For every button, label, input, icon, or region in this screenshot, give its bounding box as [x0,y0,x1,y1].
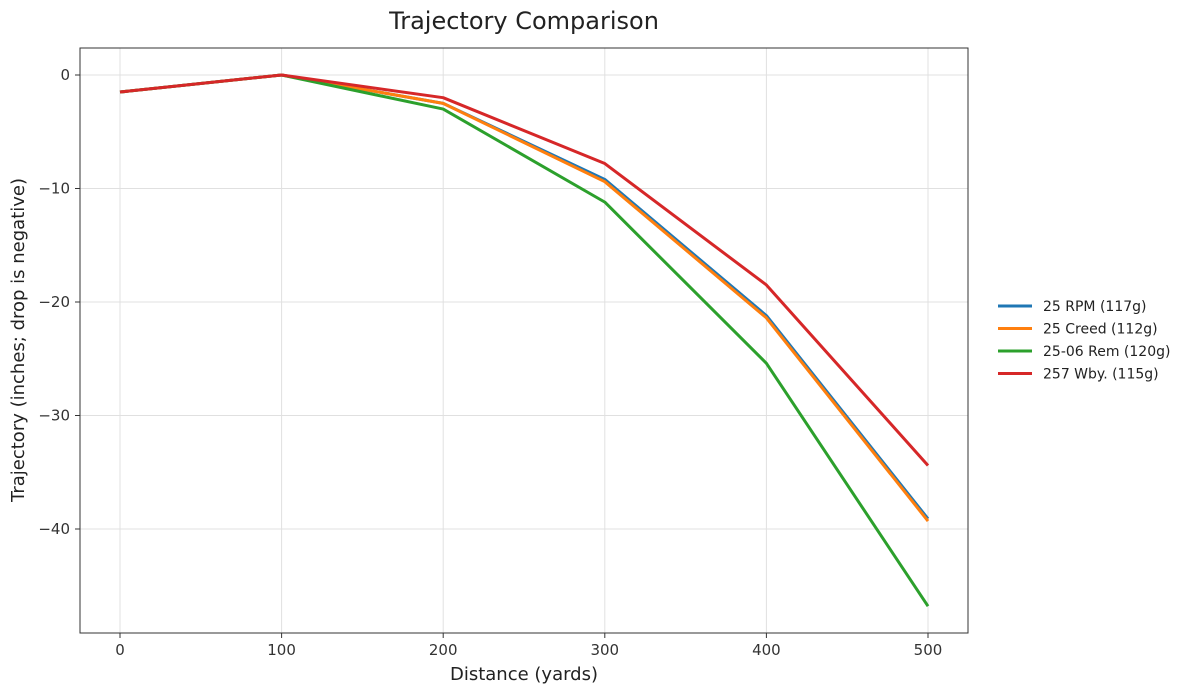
chart-title: Trajectory Comparison [388,7,659,35]
legend-label: 25 RPM (117g) [1043,299,1147,315]
y-tick-label: −40 [38,520,70,538]
legend-label: 25 Creed (112g) [1043,322,1158,338]
legend-label: 257 Wby. (115g) [1043,367,1159,383]
plot-frame [79,47,969,634]
x-axis-label: Distance (yards) [450,664,598,685]
series-line [119,73,930,467]
x-tick-label: 400 [752,641,781,659]
y-tick-label: −10 [38,180,70,198]
series-lines [119,73,930,608]
y-axis-label: Trajectory (inches; drop is negative) [8,178,29,503]
x-tick-label: 100 [267,641,296,659]
grid [80,48,968,633]
legend: 25 RPM (117g) 25 Creed (112g) 25-06 Rem (1… [998,299,1170,383]
y-tick-label: −30 [38,407,70,425]
x-tick-label: 0 [115,641,125,659]
series-line [119,73,930,608]
x-tick-label: 300 [590,641,619,659]
series-line [119,73,930,522]
legend-label: 25-06 Rem (120g) [1043,344,1170,360]
y-tick-label: 0 [60,66,70,84]
y-axis-ticks: 0 −10 −20 −30 −40 [38,66,80,538]
x-tick-label: 500 [914,641,943,659]
x-axis-ticks: 0 100 200 300 400 500 [115,633,942,659]
y-tick-label: −20 [38,293,70,311]
x-tick-label: 200 [429,641,458,659]
